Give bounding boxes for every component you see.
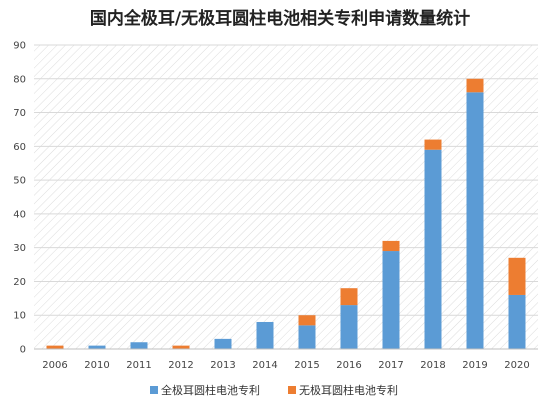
legend: 全极耳圆柱电池专利 无极耳圆柱电池专利: [150, 383, 398, 397]
x-tick-label: 2018: [420, 360, 445, 371]
y-tick-label: 70: [13, 108, 26, 119]
bar-segment-series-0: [466, 92, 484, 350]
bar-segment-series-1: [382, 240, 400, 252]
y-tick-label: 10: [13, 311, 26, 322]
gridlines: [34, 44, 538, 316]
bar-segment-series-1: [424, 139, 442, 150]
y-tick-label: 0: [20, 345, 26, 356]
x-tick-label: 2006: [42, 360, 67, 371]
bar-segment-series-1: [298, 315, 316, 326]
legend-label: 无极耳圆柱电池专利: [299, 383, 398, 397]
x-tick-label: 2013: [210, 360, 235, 371]
y-axis: 0 10 20 30 40 50 60 70 80 90: [13, 41, 26, 356]
chart-title: 国内全极耳/无极耳圆柱电池相关专利申请数量统计: [90, 8, 470, 29]
legend-swatch: [288, 386, 296, 394]
x-tick-label: 2016: [336, 360, 361, 371]
bar-segment-series-1: [46, 345, 64, 349]
x-tick-label: 2015: [294, 360, 319, 371]
bars: [46, 78, 526, 350]
y-tick-label: 40: [13, 209, 26, 220]
legend-label: 全极耳圆柱电池专利: [161, 383, 260, 397]
x-tick-label: 2020: [504, 360, 529, 371]
bar-segment-series-1: [340, 288, 358, 306]
x-tick-label: 2017: [378, 360, 403, 371]
y-tick-label: 30: [13, 243, 26, 254]
x-tick-label: 2010: [84, 360, 109, 371]
plot-background: [34, 45, 538, 349]
y-tick-label: 60: [13, 142, 26, 153]
x-tick-label: 2012: [168, 360, 193, 371]
bar-segment-series-0: [508, 294, 526, 349]
x-axis: 2006 2010 2011 2012 2013 2014 2015 2016 2017 2018…: [42, 360, 529, 371]
bar-segment-series-0: [424, 149, 442, 349]
y-tick-label: 80: [13, 74, 26, 85]
bar-segment-series-0: [256, 321, 274, 349]
y-tick-label: 90: [13, 41, 26, 52]
bar-segment-series-1: [172, 345, 190, 349]
x-tick-label: 2011: [126, 360, 151, 371]
bar-segment-series-0: [382, 251, 400, 349]
bar-segment-series-0: [298, 325, 316, 349]
x-tick-label: 2014: [252, 360, 277, 371]
x-tick-label: 2019: [462, 360, 487, 371]
bar-segment-series-0: [130, 342, 148, 349]
legend-swatch: [150, 386, 158, 394]
bar-segment-series-0: [214, 338, 232, 349]
y-tick-label: 20: [13, 277, 26, 288]
bar-segment-series-1: [508, 257, 526, 295]
bar-segment-series-0: [88, 345, 106, 349]
bar-segment-series-1: [466, 78, 484, 93]
bar-segment-series-0: [340, 305, 358, 349]
y-tick-label: 50: [13, 176, 26, 187]
